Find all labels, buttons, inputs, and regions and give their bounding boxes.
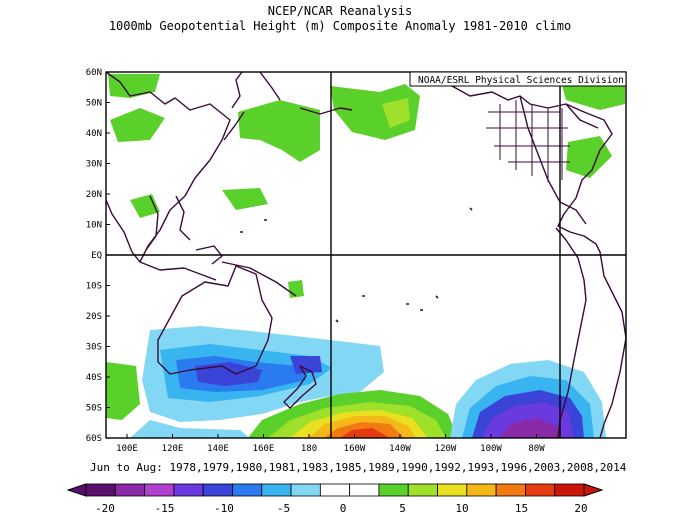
latitude-label: 30S (86, 343, 102, 353)
latitude-label: 40S (86, 373, 102, 383)
latitude-label: 40N (86, 129, 102, 139)
colorbar-cell (114, 483, 145, 497)
colorbar-cell (85, 483, 116, 497)
colorbar-label: 5 (399, 502, 406, 515)
colorbar-cell (378, 483, 409, 497)
colorbar-label: 10 (455, 502, 468, 515)
longitude-label: 140W (389, 444, 411, 454)
colorbar-label: -5 (277, 502, 290, 515)
latitude-axis: 60N 50N 40N 30N 20N 10N EQ 10S 20S 30S 40S 50S 60S (86, 68, 110, 444)
longitude-label: 160E (253, 444, 275, 454)
latitude-label: 20N (86, 190, 102, 200)
colorbar-cell (495, 483, 526, 497)
colorbar-cell (407, 483, 438, 497)
colorbar-cell (144, 483, 175, 497)
colorbar-cell (349, 483, 380, 497)
colorbar-cell (261, 483, 292, 497)
latitude-label: 10N (86, 221, 102, 231)
longitude-label: 100E (116, 444, 138, 454)
colorbar-cell (437, 483, 468, 497)
colorbar-cell (232, 483, 263, 497)
colorbar-max-arrow (583, 483, 604, 497)
latitude-label: 10S (86, 282, 102, 292)
colorbar-label: 15 (515, 502, 528, 515)
coastlines (105, 71, 627, 439)
longitude-label: 180 (301, 444, 317, 454)
composite-years: Jun to Aug: 1978,1979,1980,1981,1983,198… (90, 461, 627, 474)
anomaly-shading (106, 74, 625, 438)
colorbar-cell (554, 483, 585, 497)
colorbar-cell (202, 483, 233, 497)
latitude-label: 50N (86, 99, 102, 109)
chart-subtitle: 1000mb Geopotential Height (m) Composite… (108, 19, 572, 33)
colorbar-label: 0 (340, 502, 347, 515)
chart-title: NCEP/NCAR Reanalysis (267, 4, 413, 18)
colorbar-cell (290, 483, 321, 497)
latitude-label: 50S (86, 404, 102, 414)
longitude-axis: 100E 120E 140E 160E 180 160W 140W 120W 100W 80W (116, 434, 545, 454)
colorbar-cell (466, 483, 497, 497)
latitude-label: 60N (86, 68, 102, 78)
longitude-label: 120W (435, 444, 457, 454)
colorbar-label: -20 (95, 502, 115, 515)
colorbar-cell (173, 483, 204, 497)
latitude-label: 60S (86, 434, 102, 444)
longitude-label: 80W (528, 444, 545, 454)
colorbar-cell (319, 483, 351, 497)
colorbar-min-arrow (66, 483, 87, 497)
credit-text: NOAA/ESRL Physical Sciences Division (418, 75, 624, 86)
colorbar-label: -15 (155, 502, 175, 515)
colorbar-label: -10 (214, 502, 234, 515)
latitude-label: EQ (91, 251, 102, 261)
longitude-label: 160W (344, 444, 366, 454)
longitude-label: 140E (207, 444, 229, 454)
latitude-label: 30N (86, 160, 102, 170)
colorbar-label: 20 (574, 502, 587, 515)
longitude-label: 120E (162, 444, 184, 454)
latitude-label: 20S (86, 312, 102, 322)
colorbar-cell (525, 483, 556, 497)
longitude-label: 100W (480, 444, 502, 454)
